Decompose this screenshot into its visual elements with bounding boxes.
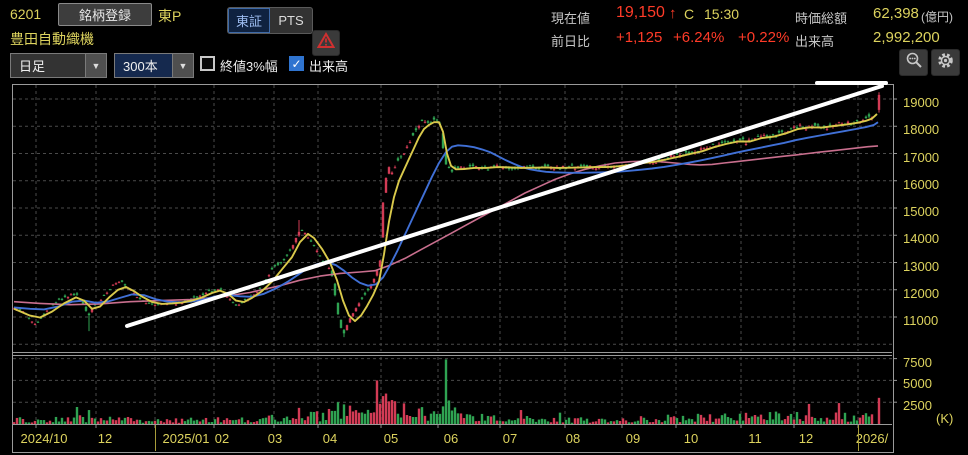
close-range-checkbox[interactable] [200,56,215,71]
up-arrow-icon: ↑ [669,5,677,22]
year-separator [155,425,156,451]
current-price-label: 現在値 [551,11,591,26]
price-tick-label: 11000 [903,313,939,328]
stock-name: 豊田自動織機 [10,31,94,47]
bar-count-value: 300本 [123,59,158,74]
period-select[interactable]: 日足 ▼ [10,53,107,78]
x-axis-label: 08 [565,431,581,446]
market-cap-label: 時価総額 [795,11,848,26]
zoom-button[interactable] [899,49,928,76]
x-axis-label: 2026/ [855,431,889,446]
chevron-down-icon: ▼ [172,54,193,77]
close-flag: C [684,6,695,22]
price-tick-label: 12000 [903,285,940,301]
price-tick-label: 16000 [903,176,940,192]
change-label: 前日比 [551,34,591,49]
price-tick-label: 13000 [903,258,940,274]
x-axis-label: 07 [502,431,518,446]
x-axis-label: 03 [267,431,283,446]
volume-checkbox[interactable]: ✓ [289,56,304,71]
market-segment-label: 東P [158,8,182,24]
volume-label: 出来高 [795,34,835,49]
tab-tosho[interactable]: 東証 [228,8,270,33]
x-axis-label: 2024/10 [20,431,68,446]
x-axis-label: 06 [443,431,459,446]
volume-tick-label: 7500 [903,354,932,370]
x-axis-label: 12 [798,431,814,446]
quote-time: 15:30 [704,6,740,22]
year-separator [858,425,859,451]
chevron-down-icon: ▼ [85,54,106,77]
exchange-tab-group: 東証 PTS [227,7,313,34]
x-axis-label: 12 [97,431,113,446]
price-tick-label: 14000 [903,231,940,247]
x-axis-label: 2025/01 [162,431,210,446]
x-axis-label: 09 [625,431,641,446]
x-axis-label: 11 [748,431,762,446]
market-cap-value: 62,398 [873,5,919,22]
magnifier-icon [905,51,923,74]
pts-percent: +0.22% [738,29,790,46]
volume-tick-label: 5000 [903,376,932,392]
x-axis-label: 05 [383,431,399,446]
chart-frame [12,84,894,453]
settings-button[interactable] [931,49,960,76]
x-axis-label: 02 [214,431,230,446]
x-axis-label: 04 [322,431,338,446]
volume-checkbox-label: 出来高 [309,59,349,74]
stock-code: 6201 [10,6,42,22]
current-price-value: 19,150 [616,4,665,21]
alert-button[interactable] [312,30,340,56]
price-tick-label: 19000 [903,95,940,110]
close-range-checkbox-label: 終値3%幅 [220,59,278,74]
change-percent: +6.24% [673,29,725,46]
price-tick-label: 17000 [903,149,940,165]
tab-pts[interactable]: PTS [278,13,304,28]
bar-count-select[interactable]: 300本 ▼ [114,53,194,78]
volume-tick-label: 2500 [903,398,932,414]
gear-icon [936,51,955,75]
period-select-value: 日足 [19,59,46,74]
volume-unit-label: (K) [936,411,954,426]
axis-separator [12,424,892,425]
market-cap-unit: (億円) [921,10,953,24]
price-tick-label: 15000 [903,204,940,219]
register-stock-button[interactable]: 銘柄登録 [58,3,152,26]
pane-separator [12,352,892,356]
change-value: +1,125 [616,29,663,46]
price-tick-label: 18000 [903,122,940,138]
x-axis-label: 10 [683,431,699,446]
volume-value: 2,992,200 [873,29,940,46]
alert-triangle-icon [316,31,336,54]
